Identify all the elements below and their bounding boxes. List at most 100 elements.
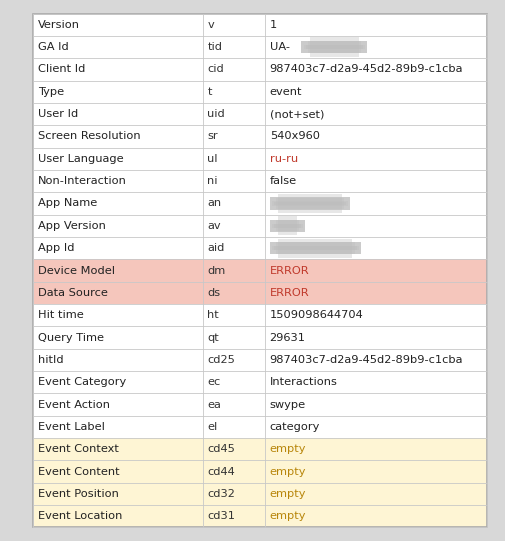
- Bar: [33, 349, 487, 371]
- Bar: [33, 438, 487, 460]
- Text: v: v: [207, 19, 214, 30]
- Bar: [270, 242, 361, 254]
- Text: ds: ds: [207, 288, 220, 298]
- Bar: [33, 103, 487, 126]
- Text: cd32: cd32: [207, 489, 235, 499]
- Bar: [272, 223, 303, 228]
- Text: Event Content: Event Content: [38, 466, 120, 477]
- Text: ea: ea: [207, 400, 221, 410]
- Text: cd31: cd31: [207, 511, 235, 522]
- Bar: [33, 81, 487, 103]
- Bar: [301, 41, 367, 53]
- Bar: [33, 259, 487, 282]
- Text: Hit time: Hit time: [38, 310, 84, 320]
- Text: Event Category: Event Category: [38, 377, 126, 387]
- Text: 540x960: 540x960: [270, 131, 320, 141]
- Text: false: false: [270, 176, 297, 186]
- Text: Event Context: Event Context: [38, 444, 119, 454]
- Bar: [306, 45, 363, 49]
- Text: ERROR: ERROR: [270, 266, 309, 275]
- Bar: [276, 220, 299, 232]
- Text: 987403c7-d2a9-45d2-89b9-c1cba: 987403c7-d2a9-45d2-89b9-c1cba: [270, 64, 463, 75]
- Bar: [310, 37, 359, 57]
- Text: dm: dm: [207, 266, 226, 275]
- Bar: [278, 216, 297, 235]
- Bar: [33, 126, 487, 148]
- Bar: [33, 393, 487, 415]
- Bar: [33, 371, 487, 393]
- Text: an: an: [207, 199, 221, 208]
- Text: aid: aid: [207, 243, 225, 253]
- Text: Interactions: Interactions: [270, 377, 337, 387]
- Bar: [33, 483, 487, 505]
- Text: tid: tid: [207, 42, 222, 52]
- Text: (not+set): (not+set): [270, 109, 324, 119]
- Text: ru-ru: ru-ru: [270, 154, 298, 164]
- Bar: [33, 148, 487, 170]
- Text: Query Time: Query Time: [38, 333, 104, 342]
- Text: sr: sr: [207, 131, 218, 141]
- Bar: [278, 194, 342, 213]
- Text: category: category: [270, 422, 320, 432]
- Text: ul: ul: [207, 154, 218, 164]
- Text: 987403c7-d2a9-45d2-89b9-c1cba: 987403c7-d2a9-45d2-89b9-c1cba: [270, 355, 463, 365]
- Bar: [274, 224, 301, 228]
- Text: Client Id: Client Id: [38, 64, 85, 75]
- Text: ni: ni: [207, 176, 218, 186]
- Bar: [274, 202, 346, 205]
- Bar: [270, 197, 350, 209]
- Text: uid: uid: [207, 109, 225, 119]
- Text: App Name: App Name: [38, 199, 97, 208]
- Text: Data Source: Data Source: [38, 288, 108, 298]
- Text: empty: empty: [270, 511, 306, 522]
- Bar: [272, 246, 359, 250]
- Text: Event Action: Event Action: [38, 400, 110, 410]
- Text: empty: empty: [270, 466, 306, 477]
- Text: GA Id: GA Id: [38, 42, 69, 52]
- Text: ERROR: ERROR: [270, 288, 309, 298]
- Bar: [33, 215, 487, 237]
- Text: cid: cid: [207, 64, 224, 75]
- Text: Non-Interaction: Non-Interaction: [38, 176, 127, 186]
- Text: cd44: cd44: [207, 466, 235, 477]
- Text: hitId: hitId: [38, 355, 64, 365]
- Text: 1509098644704: 1509098644704: [270, 310, 364, 320]
- Bar: [270, 197, 350, 209]
- Bar: [33, 36, 487, 58]
- Text: ec: ec: [207, 377, 221, 387]
- Text: event: event: [270, 87, 302, 97]
- Text: User Language: User Language: [38, 154, 124, 164]
- Text: empty: empty: [270, 444, 306, 454]
- Bar: [270, 220, 305, 232]
- Text: App Id: App Id: [38, 243, 74, 253]
- Bar: [33, 237, 487, 259]
- Bar: [278, 239, 352, 258]
- Text: cd25: cd25: [207, 355, 235, 365]
- Bar: [33, 170, 487, 192]
- Text: swype: swype: [270, 400, 306, 410]
- Bar: [33, 304, 487, 326]
- Text: Version: Version: [38, 19, 80, 30]
- Text: av: av: [207, 221, 221, 231]
- Text: UA-: UA-: [270, 42, 290, 52]
- Bar: [33, 505, 487, 527]
- Text: t: t: [207, 87, 212, 97]
- Bar: [33, 58, 487, 81]
- Text: 29631: 29631: [270, 333, 306, 342]
- Bar: [304, 45, 365, 49]
- Bar: [270, 242, 361, 254]
- Text: Screen Resolution: Screen Resolution: [38, 131, 140, 141]
- Text: User Id: User Id: [38, 109, 78, 119]
- Text: qt: qt: [207, 333, 219, 342]
- Bar: [276, 242, 355, 254]
- Text: Event Position: Event Position: [38, 489, 119, 499]
- Text: Type: Type: [38, 87, 64, 97]
- Text: 1: 1: [270, 19, 277, 30]
- Bar: [308, 41, 361, 52]
- Text: App Version: App Version: [38, 221, 106, 231]
- Bar: [33, 282, 487, 304]
- Text: cd45: cd45: [207, 444, 235, 454]
- Bar: [270, 220, 305, 232]
- Bar: [33, 192, 487, 215]
- Bar: [33, 460, 487, 483]
